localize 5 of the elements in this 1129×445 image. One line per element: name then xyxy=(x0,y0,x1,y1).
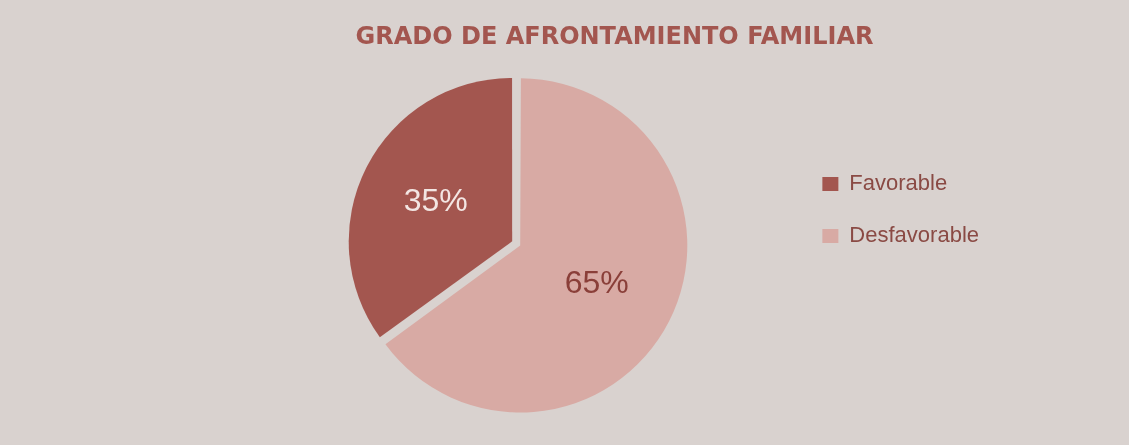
data-label: 35% xyxy=(403,182,468,219)
data-label: 65% xyxy=(564,264,629,301)
legend-label: Desfavorable xyxy=(849,222,980,248)
legend-label: Favorable xyxy=(849,170,948,196)
chart-title: GRADO DE AFRONTAMIENTO FAMILIAR xyxy=(355,21,874,50)
